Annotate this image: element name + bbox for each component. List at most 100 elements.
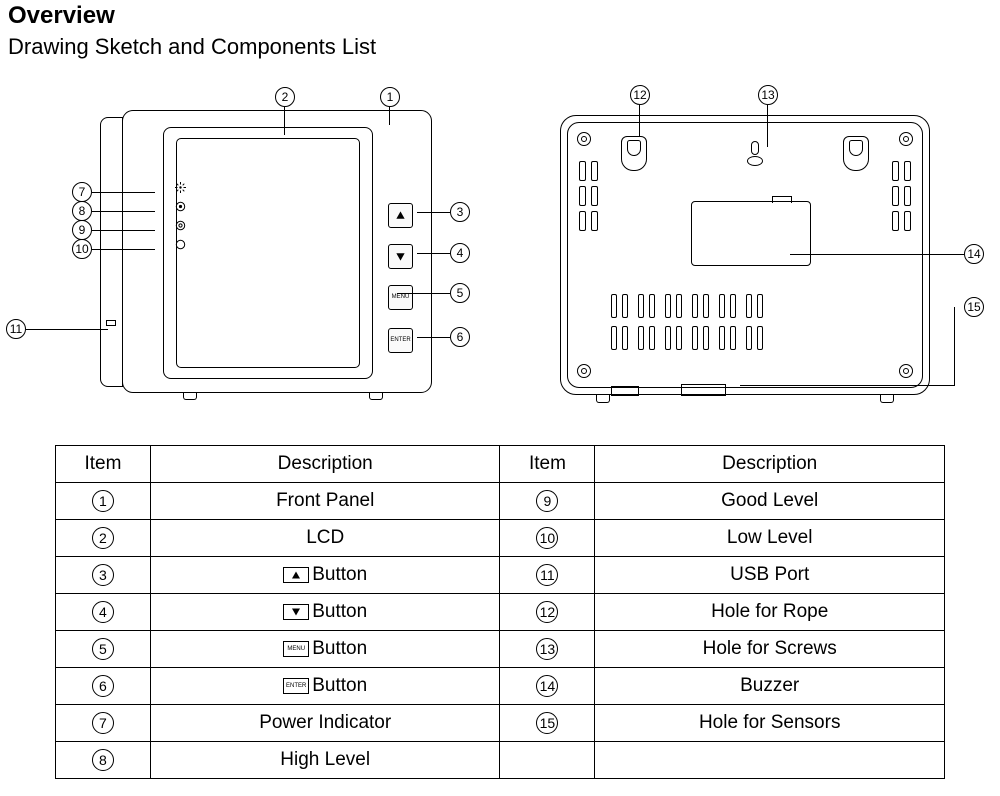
leader-line [740, 385, 955, 386]
circled-number: 12 [536, 601, 558, 623]
desc-text: Button [312, 638, 367, 659]
vent-slot [649, 326, 655, 350]
leader-line [92, 192, 155, 193]
screw-hole-icon [577, 364, 591, 378]
table-row: 3Button11USB Port [56, 557, 945, 594]
leader-line [790, 254, 964, 255]
callout-number: 1 [380, 87, 400, 107]
enter-button: ENTER [388, 328, 413, 353]
item-cell: 7 [56, 705, 151, 742]
buzzer-panel [691, 201, 811, 266]
callout-number: 11 [6, 319, 26, 339]
vent-slot [719, 294, 725, 318]
enter-icon: ENTER [283, 678, 309, 694]
up-arrow-icon [283, 567, 309, 583]
power-indicator-icon [175, 180, 184, 189]
vent-slot [703, 294, 709, 318]
vent-slot [730, 326, 736, 350]
screw-hole-icon [899, 132, 913, 146]
front-lcd [176, 138, 360, 368]
table-header-row: Item Description Item Description [56, 446, 945, 483]
circled-number: 14 [536, 675, 558, 697]
leader-line [417, 253, 450, 254]
leader-line [389, 107, 390, 125]
down-arrow-icon [283, 604, 309, 620]
item-cell: 12 [500, 594, 595, 631]
table-row: 4Button12Hole for Rope [56, 594, 945, 631]
item-cell: 3 [56, 557, 151, 594]
item-cell: 4 [56, 594, 151, 631]
vent-slot [638, 294, 644, 318]
circled-number: 8 [92, 749, 114, 771]
leader-line [767, 105, 768, 147]
item-cell [500, 742, 595, 779]
vent-slot [611, 294, 617, 318]
header-desc: Description [150, 446, 500, 483]
leader-line [417, 337, 450, 338]
callout-number: 4 [450, 243, 470, 263]
desc-cell: Buzzer [595, 668, 945, 705]
rope-hole-icon [621, 136, 647, 171]
back-foot [596, 394, 610, 403]
desc-cell: ENTERButton [150, 668, 500, 705]
leader-line [92, 211, 155, 212]
desc-cell: Power Indicator [150, 705, 500, 742]
leader-line [284, 107, 285, 135]
callout-number: 6 [450, 327, 470, 347]
screw-mount-icon [747, 156, 763, 166]
item-cell: 11 [500, 557, 595, 594]
circled-number: 3 [92, 564, 114, 586]
back-body [560, 115, 930, 395]
leader-line [417, 212, 450, 213]
sensor-port [681, 384, 726, 396]
indicator-group [175, 180, 184, 256]
circled-number: 13 [536, 638, 558, 660]
vent-slot [730, 294, 736, 318]
vent-slot [746, 294, 752, 318]
table-row: 5MENUButton13Hole for Screws [56, 631, 945, 668]
item-cell: 14 [500, 668, 595, 705]
desc-text: Button [312, 675, 367, 696]
vent-slot [746, 326, 752, 350]
circled-number: 10 [536, 527, 558, 549]
leader-line [92, 249, 155, 250]
circled-number: 4 [92, 601, 114, 623]
up-button [388, 203, 413, 228]
callout-number: 2 [275, 87, 295, 107]
circled-number: 15 [536, 712, 558, 734]
vent-slot [692, 294, 698, 318]
front-side-panel [100, 117, 123, 387]
circled-number: 7 [92, 712, 114, 734]
callout-number: 10 [72, 239, 92, 259]
table-row: 2LCD10Low Level [56, 520, 945, 557]
vent-slot [719, 326, 725, 350]
desc-cell: Hole for Sensors [595, 705, 945, 742]
circled-number: 6 [92, 675, 114, 697]
vent-slot [757, 294, 763, 318]
desc-cell: Button [150, 594, 500, 631]
item-cell: 10 [500, 520, 595, 557]
vent-slot [665, 294, 671, 318]
desc-text: Power Indicator [259, 712, 391, 733]
desc-text: High Level [280, 749, 370, 770]
header-desc: Description [595, 446, 945, 483]
header-item: Item [500, 446, 595, 483]
callout-number: 12 [630, 85, 650, 105]
back-device-drawing [560, 115, 930, 395]
desc-cell: Front Panel [150, 483, 500, 520]
page-subtitle: Drawing Sketch and Components List [8, 34, 376, 60]
callout-number: 14 [964, 244, 984, 264]
vent-slot [703, 326, 709, 350]
vent-slot [757, 326, 763, 350]
diagram-area: MENU ENTER [0, 75, 1000, 435]
desc-text: LCD [306, 527, 344, 548]
table-row: 1Front Panel9Good Level [56, 483, 945, 520]
leader-line [639, 105, 640, 137]
front-foot [183, 392, 197, 400]
components-table: Item Description Item Description 1Front… [55, 445, 945, 779]
vent-slot [692, 326, 698, 350]
down-button [388, 244, 413, 269]
screw-mount-icon [751, 141, 759, 155]
item-cell: 1 [56, 483, 151, 520]
item-cell: 13 [500, 631, 595, 668]
